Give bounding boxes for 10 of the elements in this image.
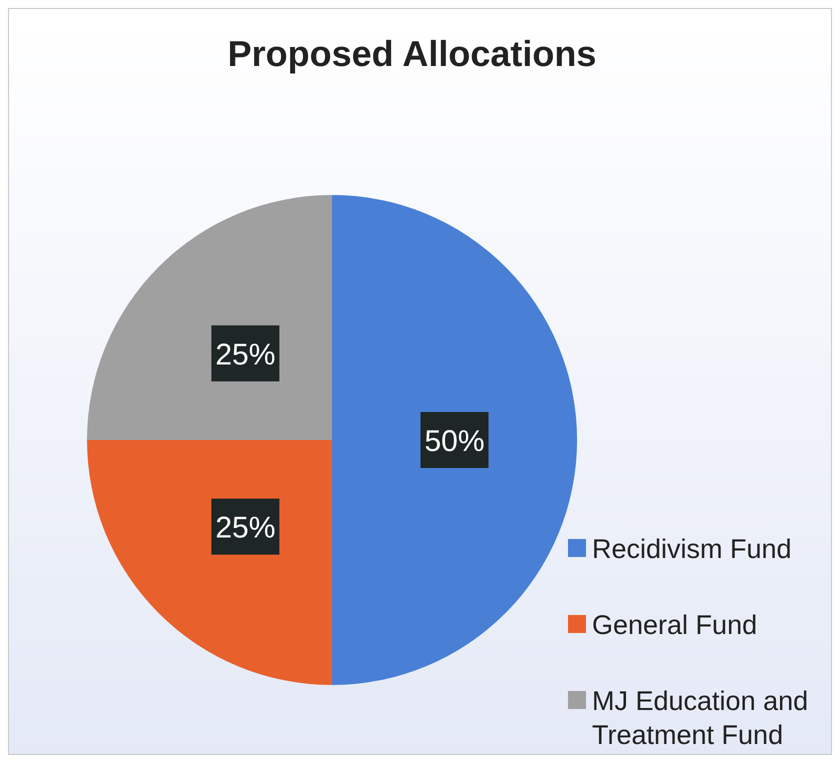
legend-label: General Fund: [592, 610, 758, 640]
data-label: 25%: [215, 512, 276, 545]
pie-slice: [87, 195, 332, 440]
chart-title: Proposed Allocations: [228, 33, 596, 74]
data-label: 25%: [215, 338, 276, 372]
legend-label: MJ Education and Treatment Fund: [592, 686, 808, 750]
pie-slice: [87, 440, 332, 685]
data-label: 50%: [424, 425, 485, 458]
legend-label: Recidivism Fund: [592, 534, 792, 564]
pie-slice: [332, 195, 577, 685]
